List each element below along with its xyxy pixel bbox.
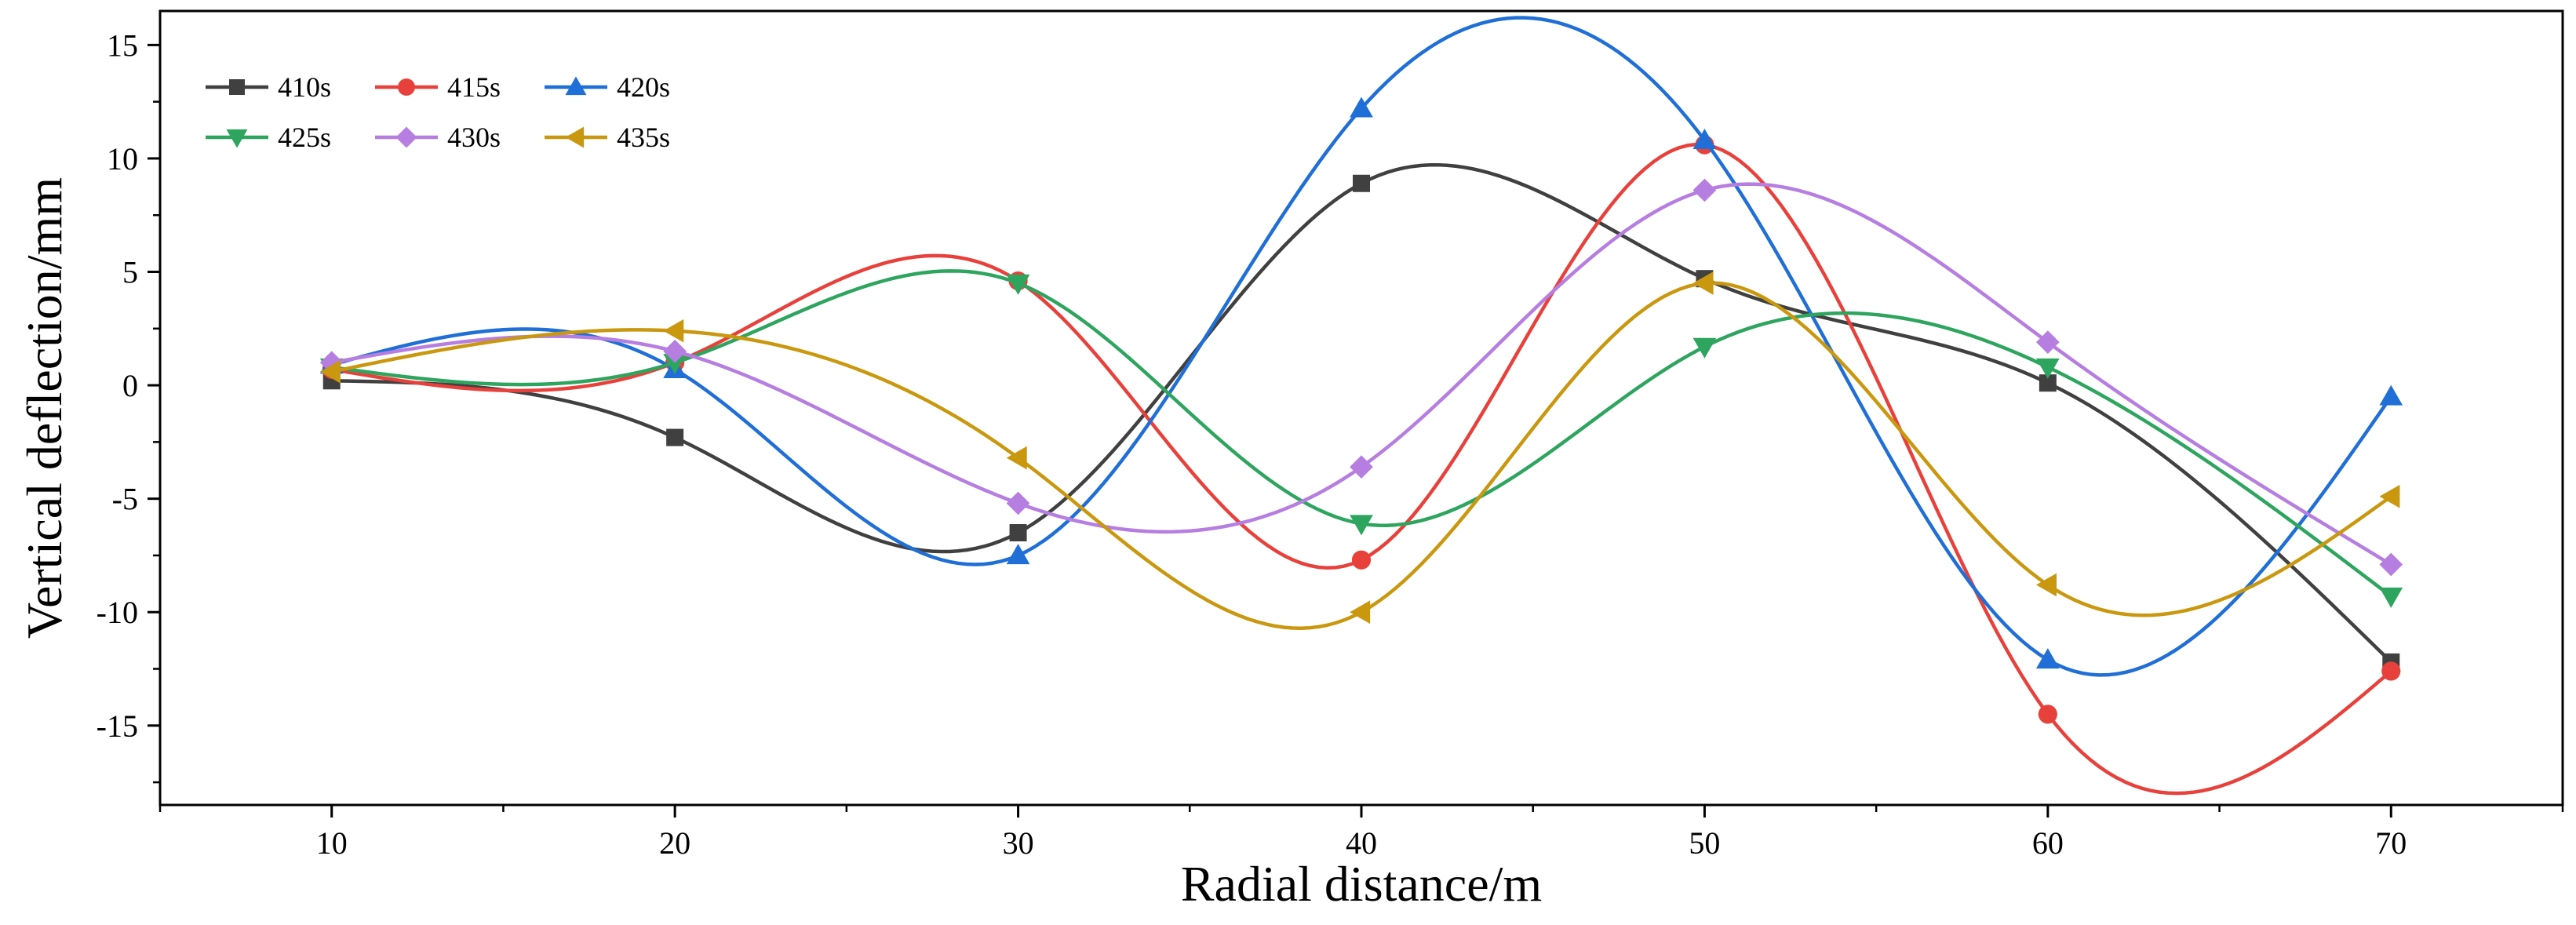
legend-label-430s: 430s xyxy=(447,122,501,153)
y-tick-label--15: -15 xyxy=(97,708,138,744)
legend-label-420s: 420s xyxy=(617,71,670,103)
data-point-435s-40 xyxy=(1350,600,1371,625)
data-point-425s-20 xyxy=(663,354,687,375)
data-point-435s-20 xyxy=(663,319,684,343)
legend: 410s 415s 420s 425s 430s 435s xyxy=(206,71,670,153)
data-point-425s-30 xyxy=(1006,274,1030,295)
legend-marker-435s xyxy=(565,126,585,148)
legend-item-415s: 415s xyxy=(375,71,501,103)
x-tick-label-30: 30 xyxy=(1003,825,1034,861)
legend-marker-410s xyxy=(229,79,245,95)
data-point-415s-60 xyxy=(2038,705,2057,724)
x-tick-label-20: 20 xyxy=(659,825,690,861)
series-line-425s xyxy=(331,269,2392,598)
series-435s xyxy=(319,271,2400,630)
data-point-430s-60 xyxy=(2036,330,2060,354)
data-point-410s-40 xyxy=(1353,174,1370,192)
data-point-425s-40 xyxy=(1350,515,1373,536)
x-axis-title: Radial distance/m xyxy=(1181,856,1542,912)
data-point-420s-30 xyxy=(1006,544,1030,565)
data-point-430s-20 xyxy=(663,339,687,363)
data-point-435s-70 xyxy=(2379,484,2400,508)
data-point-430s-40 xyxy=(1350,455,1373,479)
y-tick-label-5: 5 xyxy=(122,255,138,290)
data-point-435s-50 xyxy=(1692,271,1714,295)
data-point-430s-30 xyxy=(1006,491,1030,515)
x-tick-label-50: 50 xyxy=(1689,825,1720,861)
data-point-410s-30 xyxy=(1009,524,1027,542)
legend-item-430s: 430s xyxy=(375,122,501,153)
data-point-410s-20 xyxy=(666,428,684,446)
legend-marker-415s xyxy=(398,78,415,96)
legend-item-410s: 410s xyxy=(206,71,331,103)
legend-label-435s: 435s xyxy=(617,122,670,153)
y-tick-label-15: 15 xyxy=(107,27,138,63)
series-line-410s xyxy=(331,162,2392,664)
x-tick-label-60: 60 xyxy=(2032,825,2064,861)
data-point-415s-70 xyxy=(2381,661,2401,681)
series-410s xyxy=(322,162,2400,671)
series-layer xyxy=(319,16,2403,796)
x-tick-label-10: 10 xyxy=(316,825,348,861)
legend-label-410s: 410s xyxy=(278,71,331,103)
legend-item-425s: 425s xyxy=(206,122,331,153)
data-point-420s-40 xyxy=(1350,97,1373,118)
data-point-435s-10 xyxy=(319,359,341,384)
data-point-415s-40 xyxy=(1351,550,1372,570)
data-point-430s-50 xyxy=(1692,178,1717,202)
data-point-425s-50 xyxy=(1692,337,1717,359)
x-tick-label-70: 70 xyxy=(2375,825,2407,861)
data-point-435s-30 xyxy=(1006,446,1027,470)
data-point-420s-70 xyxy=(2379,384,2403,406)
y-tick-label-0: 0 xyxy=(122,368,138,403)
legend-marker-430s xyxy=(395,126,417,148)
legend-item-420s: 420s xyxy=(545,71,670,103)
legend-label-415s: 415s xyxy=(447,71,501,103)
y-axis-title: Vertical deflection/mm xyxy=(16,177,72,639)
legend-item-435s: 435s xyxy=(545,122,670,153)
x-tick-label-40: 40 xyxy=(1346,825,1377,861)
legend-marker-420s xyxy=(565,76,587,96)
data-point-425s-70 xyxy=(2379,587,2403,608)
y-tick-label--10: -10 xyxy=(97,595,138,630)
data-point-410s-60 xyxy=(2039,374,2057,392)
plot-frame xyxy=(158,9,2564,807)
legend-marker-425s xyxy=(226,129,248,148)
data-point-435s-60 xyxy=(2036,573,2057,597)
data-point-420s-60 xyxy=(2036,648,2060,669)
y-tick-label--5: -5 xyxy=(112,482,138,517)
y-tick-label-10: 10 xyxy=(107,141,138,177)
legend-label-425s: 425s xyxy=(278,122,331,153)
series-420s xyxy=(319,16,2403,677)
data-point-420s-50 xyxy=(1692,128,1717,149)
data-point-430s-70 xyxy=(2379,552,2403,577)
data-point-425s-60 xyxy=(2036,358,2060,379)
